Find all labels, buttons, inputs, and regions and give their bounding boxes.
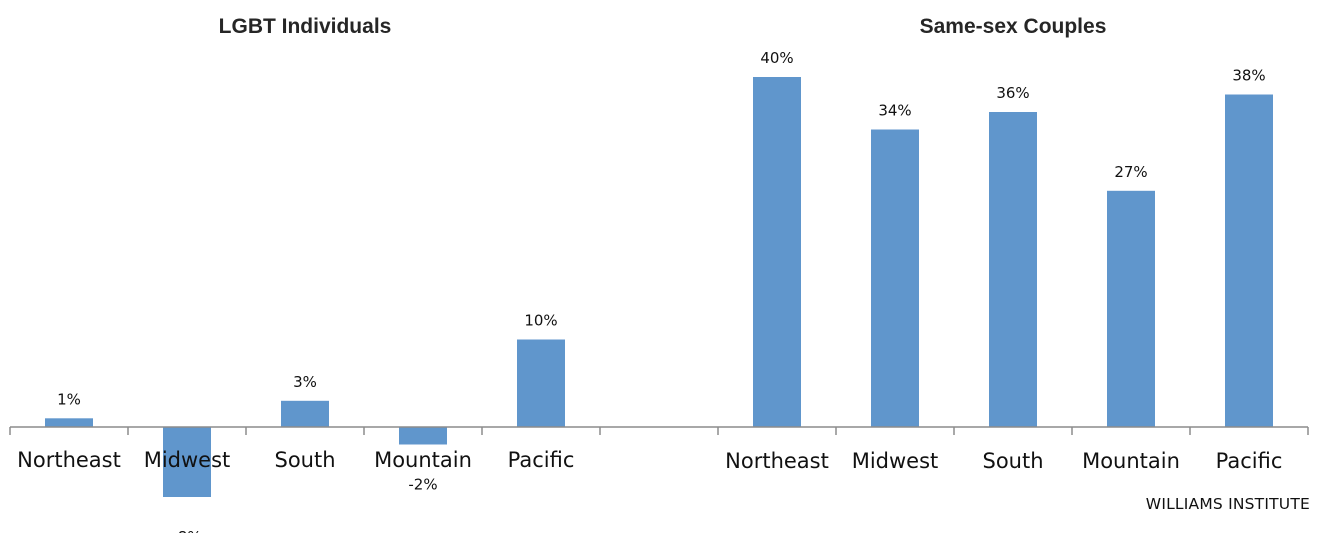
data-label: -2% (408, 476, 437, 494)
chart-title: Same-sex Couples (920, 15, 1107, 38)
data-label: 3% (293, 373, 317, 391)
data-label: 27% (1114, 163, 1147, 181)
data-label: 1% (57, 390, 81, 408)
data-label: 36% (996, 84, 1029, 102)
bar-individuals-south (281, 400, 329, 428)
data-label: 40% (760, 49, 793, 67)
bars (45, 77, 1273, 497)
data-label: -8% (172, 528, 201, 533)
x-tick-label: Mountain (1082, 449, 1180, 473)
x-tick-label: Midwest (852, 449, 939, 473)
x-tick-label: Pacific (508, 448, 575, 472)
bar-individuals-northeast (45, 418, 93, 428)
x-axis (9, 426, 1309, 435)
bar-individuals-mountain (399, 427, 447, 445)
bar-individuals-pacific (517, 339, 565, 427)
data-label: 38% (1232, 67, 1265, 85)
chart-title: LGBT Individuals (219, 15, 392, 38)
bar-couples-pacific (1225, 94, 1273, 427)
bar-couples-south (989, 112, 1037, 427)
x-tick-label: Midwest (144, 448, 231, 472)
bar-couples-mountain (1107, 190, 1155, 428)
x-tick-label: Northeast (17, 448, 121, 472)
data-label: 34% (878, 102, 911, 120)
data-label: 10% (524, 312, 557, 330)
labels: 1% -8% 3% -2% 10% 40% 34% 36% 27% 38% Northeast Mid… (17, 15, 1282, 533)
source-label: WILLIAMS INSTITUTE (1146, 495, 1310, 513)
bar-individuals-midwest (163, 427, 211, 497)
x-tick-label: Northeast (725, 449, 829, 473)
x-tick-label: South (274, 448, 335, 472)
x-tick-label: Pacific (1216, 449, 1283, 473)
bar-couples-midwest (871, 129, 919, 427)
x-tick-label: Mountain (374, 448, 472, 472)
bar-couples-northeast (753, 77, 801, 427)
x-tick-label: South (982, 449, 1043, 473)
